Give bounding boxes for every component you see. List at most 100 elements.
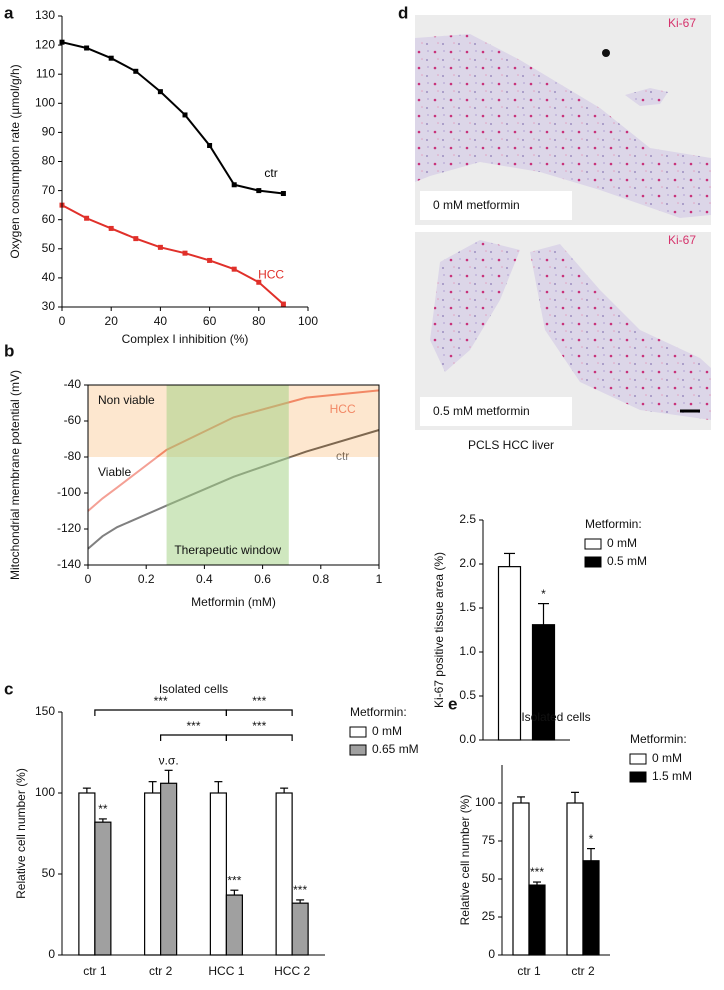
x-tick-label: 20 — [105, 314, 119, 328]
plot-frame — [87, 384, 380, 566]
x-tick-label: ctr 2 — [571, 964, 595, 978]
legend-swatch — [629, 753, 647, 765]
tissue — [530, 244, 711, 420]
marker — [84, 45, 90, 51]
marker — [207, 142, 213, 148]
marker — [84, 215, 90, 221]
legend-label: 1.5 mM — [652, 769, 692, 783]
bar — [497, 566, 522, 741]
series-label: HCC — [258, 267, 284, 281]
comparison-bracket — [94, 709, 227, 716]
y-tick-label: 90 — [42, 125, 56, 139]
x-tick-label: 80 — [252, 314, 266, 328]
y-tick-label: 2.5 — [459, 512, 476, 526]
y-tick-label: 75 — [482, 833, 496, 847]
bar — [144, 792, 162, 956]
legend-swatch — [349, 744, 367, 756]
band-label: Viable — [98, 465, 131, 479]
panel-letter: c — [4, 679, 13, 698]
marker — [231, 182, 237, 188]
condition-label: 0.5 mM metformin — [433, 404, 530, 418]
marker — [133, 236, 139, 242]
bar — [528, 884, 546, 956]
x-tick-label: 0 — [59, 314, 66, 328]
y-tick-label: 0.5 — [459, 688, 476, 702]
significance: * — [589, 832, 594, 846]
marker — [157, 89, 163, 95]
stain-label: Ki-67 — [668, 233, 696, 247]
band-label: Therapeutic window — [174, 543, 281, 557]
condition-label: 0 mM metformin — [433, 198, 520, 212]
caption: PCLS HCC liver — [468, 438, 554, 452]
y-tick-label: 100 — [35, 785, 55, 799]
x-tick-label: 60 — [203, 314, 217, 328]
y-tick-label: -80 — [64, 449, 82, 463]
tissue — [415, 34, 711, 218]
band — [166, 385, 289, 565]
significance: *** — [530, 865, 544, 879]
y-tick-label: 70 — [42, 183, 56, 197]
x-tick-label: HCC 2 — [274, 964, 310, 978]
y-tick-label: 1.0 — [459, 644, 476, 658]
x-tick-label: 1 — [376, 572, 383, 586]
legend-label: 0 mM — [652, 751, 682, 765]
y-tick-label: 40 — [42, 270, 56, 284]
bar — [78, 792, 96, 956]
legend-title: Metformin: — [630, 732, 687, 746]
bar — [94, 821, 112, 956]
comparison-label: *** — [252, 694, 266, 708]
comparison-label: *** — [186, 719, 200, 733]
marker — [207, 257, 213, 263]
marker — [280, 191, 286, 197]
chart-title: Isolated cells — [521, 710, 590, 724]
y-tick-label: -100 — [57, 485, 81, 499]
y-tick-label: 50 — [42, 866, 56, 880]
comparison-label: *** — [252, 719, 266, 733]
bar — [566, 802, 584, 956]
y-tick-label: 30 — [42, 299, 56, 313]
comparison-bracket — [225, 709, 293, 716]
x-tick-label: 0.8 — [312, 572, 329, 586]
significance: ** — [98, 802, 108, 816]
marker — [231, 266, 237, 272]
bar — [582, 860, 600, 956]
legend-label: 0 mM — [607, 536, 637, 550]
panel-letter: a — [4, 3, 14, 22]
marker — [182, 112, 188, 118]
y-tick-label: 2.0 — [459, 556, 476, 570]
bar — [209, 792, 227, 956]
legend-label: 0 mM — [372, 724, 402, 738]
x-tick-label: ctr 1 — [83, 964, 107, 978]
x-tick-label: 0.6 — [254, 572, 271, 586]
x-axis-label: Complex I inhibition (%) — [122, 332, 249, 346]
tissue — [430, 240, 520, 372]
x-tick-label: 0.4 — [196, 572, 213, 586]
line — [61, 204, 285, 305]
bar — [160, 782, 178, 956]
x-tick-label: ctr 1 — [517, 964, 541, 978]
panel-letter: d — [398, 3, 408, 22]
significance: * — [541, 587, 546, 601]
line — [61, 41, 284, 195]
y-axis-label: Ki-67 positive tissue area (%) — [432, 552, 446, 708]
tissue — [625, 88, 668, 106]
y-tick-label: 1.5 — [459, 600, 476, 614]
y-tick-label: 50 — [42, 241, 56, 255]
legend-swatch — [349, 726, 367, 738]
x-tick-label: 0 — [85, 572, 92, 586]
label-box — [420, 191, 572, 220]
y-tick-label: -60 — [64, 413, 82, 427]
y-tick-label: 150 — [35, 704, 55, 718]
legend-title: Metformin: — [585, 517, 642, 531]
legend-label: 0.65 mM — [372, 742, 419, 756]
stain-label: Ki-67 — [668, 16, 696, 30]
y-axis-label: Mitochondrial membrane potential (mV) — [8, 370, 22, 580]
y-tick-label: 100 — [475, 795, 495, 809]
x-tick-label: ctr 2 — [149, 964, 173, 978]
bar — [275, 792, 293, 956]
marker — [256, 188, 262, 194]
label-box — [420, 397, 572, 426]
y-axis-label: Oxygen consumption rate (µmol/g/h) — [8, 64, 22, 258]
y-tick-label: 50 — [482, 871, 496, 885]
marker — [157, 244, 163, 250]
